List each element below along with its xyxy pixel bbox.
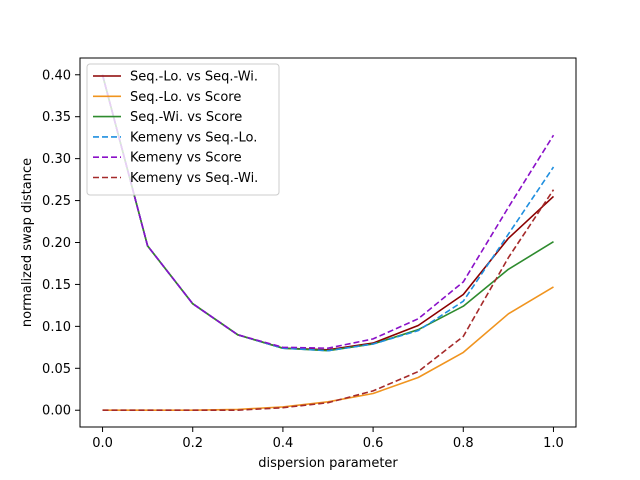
y-tick-label: 0.35 — [42, 110, 71, 125]
legend-entry: Seq.-Wi. vs Score — [130, 110, 242, 125]
y-tick-label: 0.30 — [42, 152, 71, 167]
x-tick-label: 0.4 — [273, 436, 294, 451]
y-axis-ticks: 0.00 0.05 0.10 0.15 0.20 0.25 0.30 0.35 0.40 — [42, 68, 80, 419]
y-tick-label: 0.10 — [42, 320, 71, 335]
legend-entry: Seq.-Lo. vs Seq.-Wi. — [130, 70, 258, 85]
y-tick-label: 0.40 — [42, 68, 71, 83]
y-tick-label: 0.15 — [42, 278, 71, 293]
legend-entry: Kemeny vs Seq.-Lo. — [130, 130, 257, 145]
legend-entry: Seq.-Lo. vs Score — [130, 90, 241, 105]
x-tick-label: 0.0 — [92, 436, 113, 451]
legend-box — [86, 63, 280, 196]
legend-entry: Kemeny vs Score — [130, 151, 242, 166]
y-tick-label: 0.00 — [42, 404, 71, 419]
series-lines — [101, 74, 555, 412]
series-line-6 — [102, 189, 555, 412]
x-axis-label: dispersion parameter — [258, 456, 398, 471]
y-tick-label: 0.25 — [42, 194, 71, 209]
x-tick-label: 1.0 — [543, 436, 564, 451]
x-axis-ticks: 0.0 0.2 0.4 0.6 0.8 1.0 — [92, 427, 564, 451]
y-tick-label: 0.20 — [42, 236, 71, 251]
x-tick-label: 0.8 — [453, 436, 474, 451]
series-line-5 — [101, 74, 555, 350]
legend: Seq.-Lo. vs Seq.-Wi. Seq.-Lo. vs Score Seq… — [86, 63, 280, 196]
x-tick-label: 0.2 — [182, 436, 203, 451]
y-tick-label: 0.05 — [42, 362, 71, 377]
x-tick-label: 0.6 — [363, 436, 384, 451]
y-axis-label: normalized swap distance — [20, 158, 35, 327]
legend-entry: Kemeny vs Seq.-Wi. — [130, 171, 258, 186]
